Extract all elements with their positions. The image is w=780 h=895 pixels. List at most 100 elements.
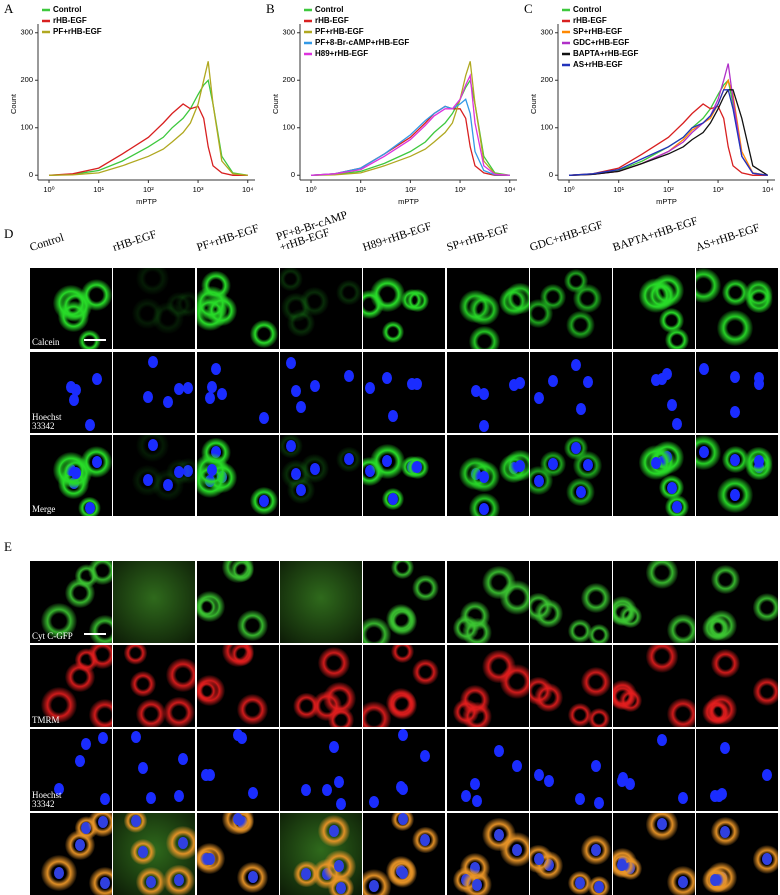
cell-nucleus: [574, 793, 585, 806]
cell-nucleus: [677, 875, 688, 888]
cell-nucleus: [543, 775, 554, 788]
cell-nucleus: [301, 867, 312, 880]
micrograph: [446, 813, 529, 895]
y-tick-label: 100: [282, 123, 295, 132]
cell-nucleus: [710, 790, 721, 803]
cell-nucleus: [469, 778, 480, 791]
cell-cytoplasm: [469, 326, 500, 349]
cell-cytoplasm: [165, 291, 192, 318]
cell-cytoplasm: [250, 319, 279, 348]
cell-nucleus: [336, 881, 347, 894]
cell-nucleus: [494, 828, 505, 841]
cell-nucleus: [296, 483, 307, 496]
cell-cytoplasm: [279, 268, 304, 292]
cell-cytoplasm: [482, 649, 517, 684]
micrograph: [696, 729, 779, 811]
legend-label: GDC+rHB-EGF: [573, 38, 629, 47]
cell-nucleus: [54, 866, 65, 879]
cell-cytoplasm: [387, 606, 418, 636]
cell-cytoplasm: [196, 591, 225, 622]
cell-cytoplasm: [151, 302, 184, 335]
cell-nucleus: [71, 384, 82, 397]
column-header: H89+rHB-EGF: [361, 220, 434, 254]
cell-nucleus: [328, 740, 339, 753]
cell-nucleus: [173, 382, 184, 395]
cell-nucleus: [470, 384, 481, 397]
micrograph: [196, 813, 279, 895]
cell-nucleus: [173, 874, 184, 887]
column-header: Control: [28, 231, 66, 254]
legend-label: Control: [315, 5, 343, 14]
micrograph: [196, 352, 279, 433]
cell-nucleus: [328, 824, 339, 837]
cell-cytoplasm: [580, 582, 611, 613]
micrograph: [613, 352, 696, 433]
cell-nucleus: [130, 814, 141, 827]
cell-nucleus: [656, 373, 667, 386]
cell-nucleus: [469, 862, 480, 875]
cell-nucleus: [91, 372, 102, 385]
cell-nucleus: [753, 455, 764, 468]
micrograph: [279, 729, 362, 811]
cell-nucleus: [570, 442, 581, 454]
cell-cytoplasm: [540, 284, 567, 311]
micrograph: [446, 561, 529, 643]
legend-label: PF+rHB-EGF: [315, 27, 364, 36]
cell-nucleus: [570, 359, 581, 371]
cell-cytoplasm: [696, 268, 722, 303]
cell-cytoplasm: [135, 699, 166, 727]
cell-cytoplasm: [412, 575, 439, 602]
cell-nucleus: [138, 845, 149, 858]
cell-nucleus: [478, 470, 489, 483]
cell-nucleus: [761, 853, 772, 866]
cell-cytoplasm: [563, 268, 589, 294]
cell-nucleus: [138, 761, 149, 774]
cell-cytoplasm: [391, 645, 415, 663]
series-line: [568, 103, 768, 176]
cell-nucleus: [74, 754, 85, 767]
cell-nucleus: [147, 439, 158, 452]
cell-nucleus: [387, 493, 398, 506]
micrograph: [613, 435, 696, 516]
cell-nucleus: [515, 376, 526, 389]
cell-nucleus: [672, 418, 683, 431]
cell-nucleus: [582, 459, 593, 472]
micrograph: [529, 645, 612, 727]
cell-cytoplasm: [132, 298, 163, 329]
cell-nucleus: [142, 474, 153, 487]
cell-cytoplasm: [129, 670, 157, 697]
cell-cytoplasm: [222, 561, 255, 584]
x-tick-label: 10³: [193, 185, 204, 194]
cell-nucleus: [178, 753, 188, 766]
column-header: PF+8-Br-cAMP +rHB-EGF: [274, 209, 349, 254]
micrograph: [613, 268, 696, 349]
cell-cytoplasm: [280, 292, 311, 323]
cell-cytoplasm: [336, 279, 362, 306]
x-axis-label: mPTP: [398, 197, 419, 206]
micrograph: [696, 268, 779, 349]
micrograph: [613, 729, 696, 811]
cell-nucleus: [471, 878, 482, 891]
column-header: AS+rHB-EGF: [694, 222, 762, 254]
cell-nucleus: [730, 488, 741, 501]
cell-nucleus: [657, 734, 668, 747]
micrograph: [529, 435, 612, 516]
micrograph: [279, 268, 362, 349]
micrograph: Merge: [30, 435, 112, 516]
micrograph: [113, 813, 196, 895]
column-header: SP+rHB-EGF: [444, 222, 510, 254]
cell-nucleus: [74, 838, 85, 851]
cell-cytoplasm: [717, 310, 753, 346]
cell-cytoplasm: [666, 697, 696, 727]
micrograph: [113, 268, 196, 349]
cell-cytoplasm: [222, 645, 255, 668]
column-header: BAPTA+rHB-EGF: [611, 215, 700, 254]
row-label: Cyt C-GFP: [32, 631, 73, 641]
x-tick-label: 10⁰: [563, 185, 574, 194]
cell-nucleus: [720, 741, 731, 754]
cell-nucleus: [720, 825, 731, 838]
panel-label: D: [4, 226, 14, 241]
y-tick-label: 0: [549, 170, 553, 179]
cell-nucleus: [99, 877, 110, 890]
cell-nucleus: [259, 494, 270, 507]
